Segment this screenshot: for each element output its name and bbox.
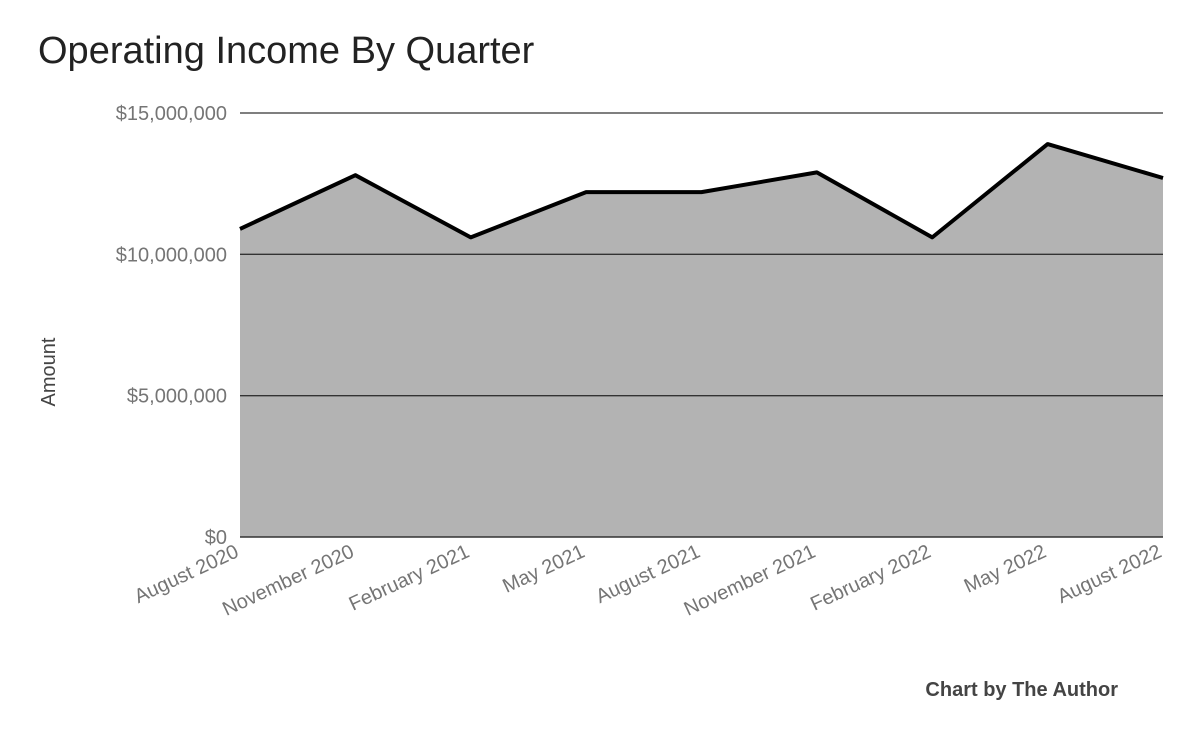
y-tick-label: $15,000,000 [116,103,227,125]
y-axis-title: Amount [38,337,60,406]
y-tick-label: $10,000,000 [116,244,227,266]
chart-title: Operating Income By Quarter [38,30,535,72]
series-line [239,142,1164,240]
x-tick-label: May 2021 [499,541,588,598]
x-tick-label: November 2020 [219,541,357,621]
grid-layer [240,112,1163,538]
line-layer [239,142,1164,240]
chart-credit: Chart by The Author [925,679,1118,701]
y-tick-label: $5,000,000 [127,386,227,408]
y-tick-label: $0 [205,527,227,549]
x-tick-label: November 2021 [681,541,819,621]
area-layer [240,144,1163,538]
y-tick-labels: $0 $5,000,000 $10,000,000 $15,000,000 [116,103,227,549]
x-tick-label: August 2022 [1054,541,1165,608]
x-tick-label: February 2021 [346,541,473,616]
x-tick-label: February 2022 [807,541,934,616]
area-fill [240,144,1163,538]
x-tick-label: May 2022 [961,541,1050,598]
